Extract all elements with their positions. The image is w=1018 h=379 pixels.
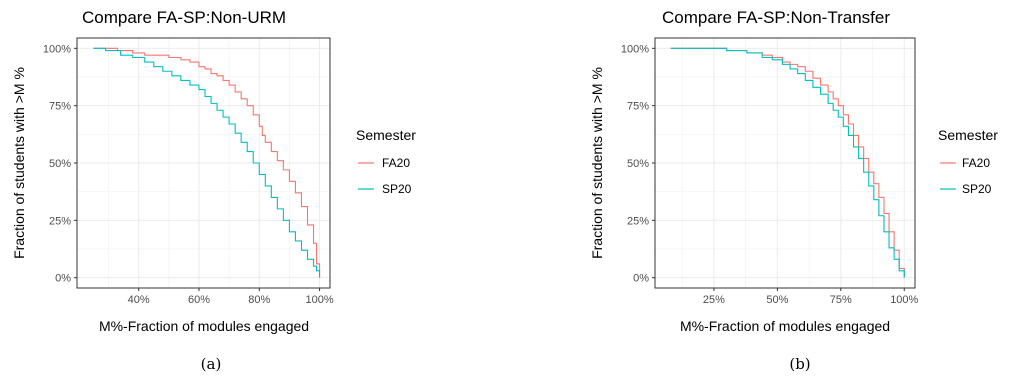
x-tick-label: 75%	[830, 294, 852, 306]
gridlines	[77, 38, 330, 288]
series-line-sp20	[670, 47, 905, 278]
y-tick-label: 25%	[49, 215, 71, 227]
y-tick-label: 100%	[43, 43, 71, 55]
chart-title: Compare FA-SP:Non-Transfer	[662, 8, 890, 27]
y-tick-label: 50%	[627, 158, 649, 170]
legend-title: Semester	[356, 127, 416, 143]
legend-title: Semester	[938, 127, 998, 143]
x-tick-label: 80%	[248, 294, 270, 306]
legend-label: SP20	[962, 182, 992, 196]
x-tick-label: 50%	[766, 294, 788, 306]
x-tick-label: 60%	[188, 294, 210, 306]
series-line-sp20	[93, 47, 321, 278]
chart-panel-a: Compare FA-SP:Non-URM Fraction of studen…	[11, 8, 416, 373]
x-tick-label: 100%	[890, 294, 918, 306]
plot-area	[654, 37, 916, 289]
y-axis-label: Fraction of students with >M %	[589, 67, 605, 259]
legend-item-fa20: FA20	[940, 156, 990, 170]
x-axis-label: M%-Fraction of modules engaged	[680, 318, 890, 334]
legend-label: FA20	[962, 156, 990, 170]
axes: 25% 50% 75% 100% 0% 25% 50% 75% 100%	[621, 43, 919, 306]
legend-item-fa20: FA20	[358, 156, 410, 170]
series-line-fa20	[93, 47, 321, 278]
caption: (a)	[201, 355, 222, 373]
y-tick-label: 75%	[49, 101, 71, 113]
legend-item-sp20: SP20	[358, 182, 412, 196]
y-tick-label: 25%	[627, 215, 649, 227]
caption: (b)	[789, 355, 810, 373]
x-axis-label: M%-Fraction of modules engaged	[99, 318, 309, 334]
legend-label: FA20	[382, 156, 410, 170]
legend-item-sp20: SP20	[940, 182, 992, 196]
x-tick-label: 40%	[128, 294, 150, 306]
y-tick-label: 75%	[627, 101, 649, 113]
y-axis-label: Fraction of students with >M %	[11, 67, 27, 259]
y-tick-label: 100%	[621, 43, 649, 55]
plot-area	[76, 37, 331, 289]
y-tick-label: 0%	[633, 273, 649, 285]
y-tick-label: 0%	[55, 273, 71, 285]
gridlines	[655, 38, 915, 288]
legend-label: SP20	[382, 182, 412, 196]
chart-panel-b: Compare FA-SP:Non-Transfer Fraction of s…	[589, 8, 998, 373]
x-tick-label: 100%	[305, 294, 333, 306]
x-tick-label: 25%	[703, 294, 725, 306]
chart-title: Compare FA-SP:Non-URM	[82, 8, 286, 27]
axes: 40% 60% 80% 100% 0% 25% 50% 75% 100%	[43, 43, 334, 306]
y-tick-label: 50%	[49, 158, 71, 170]
